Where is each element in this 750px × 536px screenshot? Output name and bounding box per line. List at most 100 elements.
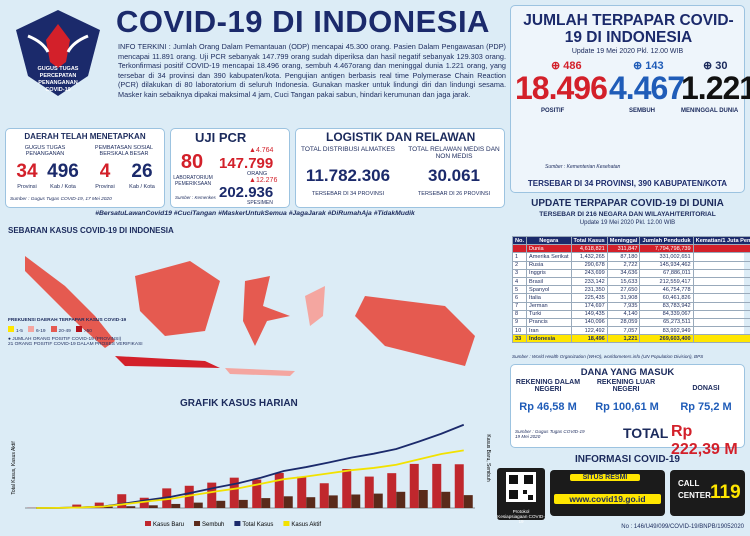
- bar: [274, 472, 284, 508]
- site-label: SITUS RESMI: [570, 474, 640, 481]
- table-cell: Dunia: [526, 244, 572, 254]
- table-cell: 33: [511, 334, 528, 344]
- bar: [387, 473, 397, 508]
- unit: Kab / Kota: [129, 184, 155, 190]
- bar: [117, 494, 127, 508]
- table-cell: Rusia: [526, 260, 572, 270]
- legend-note: 21 ORANG POSITIF COVID-19 DALAM PROSES V…: [8, 342, 143, 347]
- bar: [184, 485, 194, 508]
- world-update: Update 19 Mei 2020 Pkl. 12.00 WIB: [579, 220, 676, 226]
- table-cell: Iran: [526, 326, 572, 336]
- table-cell: 8: [511, 309, 528, 319]
- bar: [364, 476, 374, 508]
- delta-value: 12.276: [255, 177, 278, 184]
- legend-swatch: [75, 326, 82, 332]
- legend-text: JUMLAH ORANG POSITIF COVID-19 (PROVINSI): [12, 337, 122, 342]
- table-cell: Spanyol: [526, 285, 572, 295]
- table-cell: 140,096: [570, 317, 608, 328]
- table-cell: 60,461,826: [639, 293, 694, 303]
- bar: [207, 482, 217, 508]
- delta-value: 30: [715, 60, 728, 72]
- table-cell: Turki: [526, 309, 572, 319]
- y-axis-label: Total Kasus, Kasus Aktif: [11, 441, 17, 495]
- legend-text: 6-19: [35, 329, 46, 334]
- legend-swatch: [283, 521, 290, 526]
- spread: TERSEBAR DI 34 PROVINSI, 390 KABUPATEN/K…: [527, 179, 728, 188]
- legend-item: >50: [75, 326, 92, 334]
- table-cell: 212,559,417: [639, 276, 694, 287]
- label: SPESIMEN: [247, 200, 273, 206]
- bar: [306, 497, 316, 508]
- table-cell: 331,002,651: [639, 252, 694, 262]
- label: POSITIF: [541, 108, 565, 114]
- label: LABORATORIUM PEMERIKSAAN: [173, 175, 213, 187]
- value: Rp 75,2 M: [680, 401, 732, 413]
- panel-title: LOGISTIK DAN RELAWAN: [326, 130, 476, 144]
- call-label: CALL CENTER: [678, 479, 711, 500]
- table-cell: 83,783,942: [639, 301, 694, 311]
- delta: ⊕ 30: [703, 60, 728, 72]
- table-cell: 4,140: [606, 309, 641, 319]
- table-cell: 311,847: [606, 244, 641, 254]
- qr-box[interactable]: Protokol Kesiapsiagaan COVID-19: [497, 468, 545, 524]
- legend-swatch: [234, 521, 241, 526]
- sembuh: 4.467: [609, 70, 685, 106]
- legend-item: 6-19: [27, 326, 46, 334]
- legend-item: 20-49: [50, 326, 71, 334]
- meninggal: 1.221: [681, 70, 750, 106]
- table-cell: 67,886,011: [639, 268, 694, 278]
- table-cell: 4,618,821: [570, 244, 608, 254]
- delta: ▲12.276: [249, 177, 278, 184]
- table-cell: 430: [692, 317, 750, 328]
- table-cell: 591: [692, 285, 750, 295]
- bar: [103, 506, 113, 508]
- table-cell: Amerika Serikat: [526, 252, 572, 262]
- pcr-panel: UJI PCR 80 LABORATORIUM PEMERIKSAAN ▲4.7…: [170, 128, 290, 208]
- table-cell: 31,908: [606, 293, 641, 303]
- delta: ⊕ 486: [551, 60, 582, 72]
- world-table-wrap: No. Negara Total Kasus Meninggal Jumlah Pend…: [511, 235, 750, 344]
- table-cell: 1,432,265: [570, 252, 608, 262]
- label: REKENING LUAR NEGERI: [596, 379, 656, 393]
- bar: [432, 463, 442, 508]
- bar: [72, 504, 82, 508]
- bar: [297, 476, 307, 508]
- delta-value: 486: [563, 60, 582, 72]
- header-cell: Meninggal: [606, 235, 641, 246]
- call-box[interactable]: CALL CENTER 119: [670, 470, 745, 516]
- label: ORANG: [247, 171, 268, 177]
- number: 26: [131, 161, 153, 182]
- legend-text: 1-5: [16, 329, 23, 334]
- chart-title: GRAFIK KASUS HARIAN: [180, 398, 298, 409]
- table-cell: 149,435: [570, 309, 608, 319]
- table-cell: 174,697: [570, 301, 608, 311]
- legend-bins: 1-5 6-19 20-49 >50: [8, 326, 148, 334]
- source: Sumber : Gugus Tugas COVID-19, 17 Mei 20…: [10, 197, 112, 202]
- bar: [328, 495, 338, 508]
- qr-label: Protokol Kesiapsiagaan COVID-19: [497, 509, 545, 524]
- map-title: SEBARAN KASUS COVID-19 DI INDONESIA: [8, 226, 174, 235]
- site-box[interactable]: SITUS RESMI www.covid19.go.id: [550, 470, 665, 516]
- table-cell: 7,057: [606, 326, 641, 336]
- number: 11.782.306: [305, 166, 391, 185]
- header-cell: Jumlah Penduduk: [639, 235, 694, 246]
- number: 496: [47, 161, 79, 182]
- bar: [216, 500, 226, 508]
- table-cell: 233,142: [570, 276, 608, 287]
- site-url[interactable]: www.covid19.go.id: [554, 494, 661, 504]
- info-text: INFO TERKINI : Jumlah Orang Dalam Pemant…: [118, 42, 506, 99]
- hashtags: #BersatuLawanCovid19 #CuciTangan #Masker…: [95, 210, 415, 217]
- table-cell: 6: [511, 293, 528, 303]
- table-cell: 65,273,511: [639, 317, 694, 328]
- table-cell: 15,633: [606, 276, 641, 287]
- label: TOTAL RELAWAN MEDIS DAN NON MEDIS: [408, 146, 500, 160]
- table-cell: 231,350: [570, 285, 608, 295]
- table-cell: 510: [692, 268, 750, 278]
